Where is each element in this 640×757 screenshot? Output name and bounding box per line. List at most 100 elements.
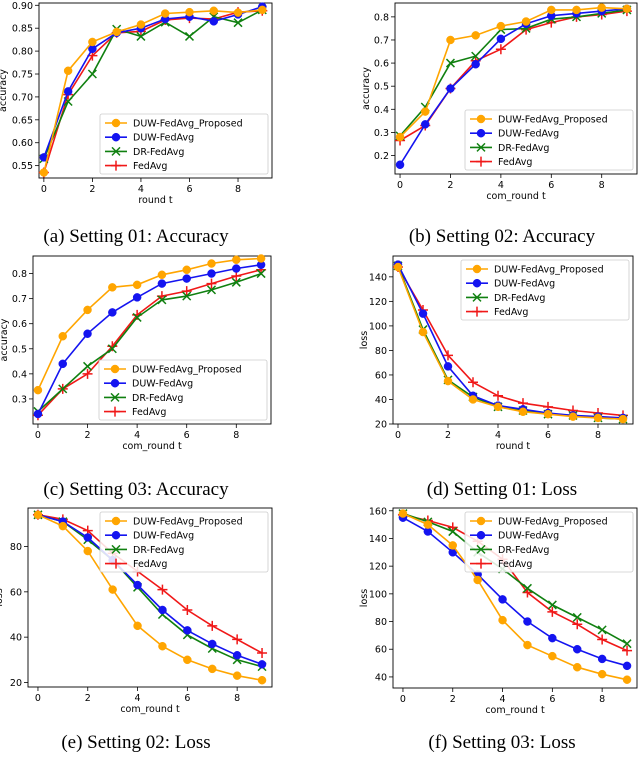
- data-point-DUW-FedAvg_Proposed: [33, 385, 43, 395]
- data-point-DUW-FedAvg_Proposed: [83, 305, 92, 315]
- data-point-DUW-FedAvg_Proposed: [572, 5, 581, 15]
- data-point-DUW-FedAvg: [58, 359, 67, 369]
- x-tick-label: 4: [498, 180, 504, 191]
- y-tick-label: 0.6: [374, 59, 389, 70]
- data-point-DR-FedAvg: [448, 527, 458, 537]
- x-tick-label: 6: [545, 430, 551, 441]
- legend-marker-DR-FedAvg: [476, 544, 486, 554]
- data-point-DUW-FedAvg: [158, 605, 167, 615]
- y-tick-label: 80: [375, 617, 387, 628]
- data-point-DR-FedAvg: [597, 625, 607, 635]
- legend-box: [464, 511, 634, 573]
- legend-label: DUW-FedAvg: [494, 279, 555, 290]
- legend-marker-DUW-FedAvg_Proposed: [111, 516, 121, 526]
- legend-marker-FedAvg: [472, 306, 482, 317]
- data-point-DUW-FedAvg: [232, 264, 241, 273]
- chart-panel-3: 0 2 4 6 8 0.3 0.4 0.5 0.6 0.7 0.8 com_round t accura…: [0, 254, 272, 500]
- y-tick-label: 0.85: [12, 24, 33, 35]
- x-tick-label: 6: [186, 184, 192, 195]
- data-point-FedAvg: [257, 648, 268, 659]
- series-line-DR-FedAvg: [37, 272, 262, 413]
- y-tick-label: 0.4: [374, 105, 389, 116]
- series-line-DUW-FedAvg_Proposed: [37, 514, 263, 681]
- data-point-DUW-FedAvg_Proposed: [207, 664, 217, 674]
- x-tick-label: 0: [400, 694, 406, 705]
- x-tick-label: 4: [138, 184, 144, 195]
- y-axis-label: loss: [359, 331, 370, 349]
- data-point-DUW-FedAvg_Proposed: [418, 327, 428, 337]
- data-point-DUW-FedAvg: [498, 595, 507, 604]
- data-point-DUW-FedAvg_Proposed: [446, 35, 455, 45]
- data-point-DUW-FedAvg_Proposed: [421, 107, 430, 116]
- x-tick-label: 0: [41, 184, 47, 195]
- data-point-DUW-FedAvg_Proposed: [471, 31, 480, 40]
- data-point-DUW-FedAvg: [232, 651, 242, 660]
- legend: DUW-FedAvg_Proposed DUW-FedAvg DR-FedAvg Fe…: [460, 259, 630, 321]
- legend-label: DR-FedAvg: [498, 143, 549, 154]
- legend-box: [99, 113, 269, 175]
- legend-marker-DUW-FedAvg_Proposed: [110, 364, 120, 374]
- y-tick-label: 0.75: [12, 70, 33, 81]
- data-point-DUW-FedAvg_Proposed: [232, 671, 242, 680]
- legend-label: FedAvg: [133, 161, 167, 172]
- data-point-DUW-FedAvg_Proposed: [258, 5, 267, 15]
- legend-marker-DR-FedAvg: [110, 392, 120, 402]
- data-point-DUW-FedAvg_Proposed: [63, 66, 73, 76]
- data-point-DUW-FedAvg: [597, 654, 607, 664]
- y-tick-label: 0.80: [12, 47, 33, 58]
- series-line-DUW-FedAvg: [37, 264, 262, 415]
- data-point-DUW-FedAvg_Proposed: [39, 168, 49, 177]
- data-point-DUW-FedAvg_Proposed: [498, 615, 507, 625]
- data-point-DUW-FedAvg_Proposed: [473, 575, 482, 585]
- y-tick-label: 40: [375, 672, 387, 683]
- legend-label: DUW-FedAvg_Proposed: [133, 517, 243, 528]
- data-point-FedAvg: [495, 44, 506, 55]
- data-point-DUW-FedAvg_Proposed: [58, 521, 68, 531]
- y-axis-label: accuracy: [0, 318, 10, 361]
- data-point-DUW-FedAvg_Proposed: [209, 6, 218, 16]
- data-point-DUW-FedAvg_Proposed: [108, 283, 117, 292]
- series-line-FedAvg: [37, 269, 262, 416]
- y-tick-label: 20: [10, 678, 22, 689]
- legend-box: [464, 109, 634, 171]
- x-tick-label: 0: [35, 430, 41, 441]
- figure-caption: (b) Setting 02: Accuracy: [409, 226, 596, 247]
- data-point-DUW-FedAvg_Proposed: [523, 640, 532, 650]
- data-point-DUW-FedAvg_Proposed: [185, 7, 194, 17]
- legend: DUW-FedAvg_Proposed DUW-FedAvg DR-FedAvg Fe…: [464, 511, 634, 573]
- y-tick-label: 0.5: [12, 344, 27, 355]
- data-point-DUW-FedAvg: [108, 308, 117, 317]
- y-tick-label: 80: [375, 346, 387, 357]
- data-point-DUW-FedAvg: [132, 293, 142, 302]
- data-point-DUW-FedAvg: [207, 269, 216, 278]
- y-tick-label: 0.5: [374, 82, 389, 93]
- data-point-DR-FedAvg: [231, 277, 241, 287]
- chart-panel-4: 0 2 4 6 8 20 40 60 80 100 120 140 round t loss DUW-Fed…: [359, 255, 634, 500]
- x-axis-label: com_round t: [486, 191, 546, 202]
- chart-panel-2: 0 2 4 6 8 0.2 0.3 0.4 0.5 0.6 0.7 0.8 com_round t acc…: [361, 2, 638, 247]
- y-tick-label: 0.4: [12, 369, 27, 380]
- data-point-DR-FedAvg: [136, 31, 146, 41]
- data-point-DUW-FedAvg_Proposed: [158, 641, 167, 651]
- legend-marker-DR-FedAvg: [111, 146, 121, 156]
- data-point-FedAvg: [157, 584, 168, 595]
- data-point-DUW-FedAvg_Proposed: [398, 509, 408, 518]
- y-tick-label: 0.70: [12, 92, 33, 103]
- data-point-FedAvg: [232, 634, 243, 645]
- series-line-DUW-FedAvg_Proposed: [37, 257, 262, 391]
- data-point-DUW-FedAvg_Proposed: [157, 270, 167, 280]
- y-tick-label: 100: [369, 321, 387, 332]
- data-point-FedAvg: [443, 350, 453, 361]
- x-axis-label: com_round t: [120, 704, 180, 715]
- data-point-DUW-FedAvg_Proposed: [393, 262, 403, 272]
- legend-label: DR-FedAvg: [494, 293, 545, 304]
- y-tick-label: 60: [375, 370, 387, 381]
- data-point-DUW-FedAvg: [622, 661, 632, 671]
- legend-marker-DUW-FedAvg: [476, 530, 486, 540]
- data-point-DR-FedAvg: [622, 639, 632, 649]
- y-tick-label: 0.3: [374, 128, 389, 139]
- data-point-DR-FedAvg: [58, 384, 68, 394]
- data-point-DUW-FedAvg_Proposed: [112, 27, 121, 37]
- y-tick-label: 0.7: [374, 35, 389, 46]
- data-point-DUW-FedAvg_Proposed: [183, 655, 192, 665]
